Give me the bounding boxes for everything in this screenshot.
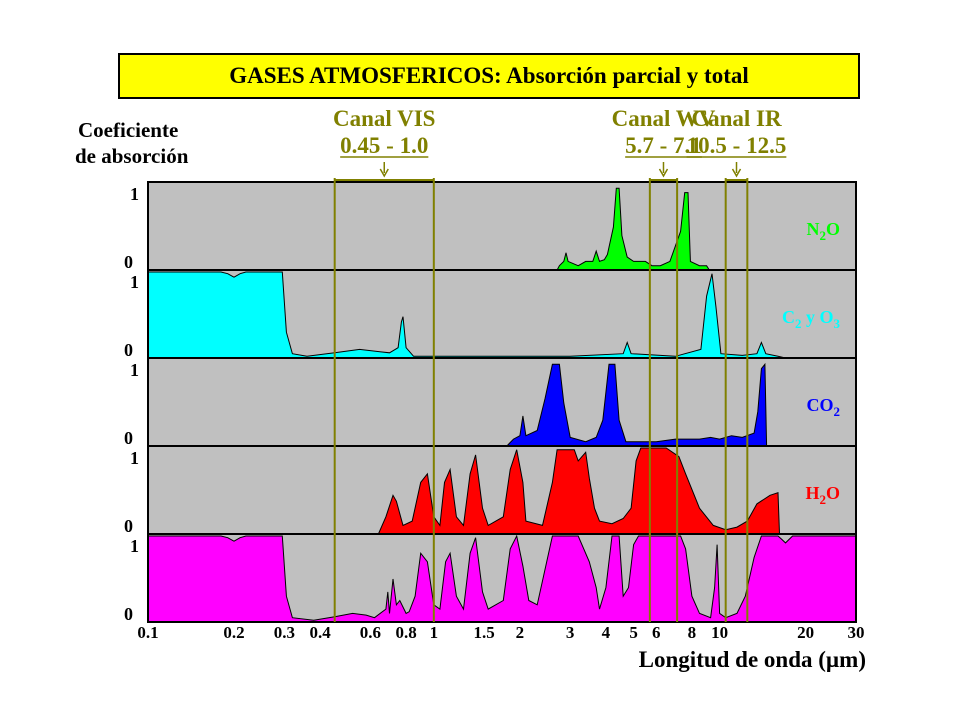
- channel-arrowhead-icon: [731, 168, 742, 178]
- x-tick-label: 10: [711, 623, 728, 642]
- channel-range: 10.5 - 12.5: [687, 133, 787, 158]
- x-tick-label: 0.3: [274, 623, 295, 642]
- channel-arrowhead-icon: [658, 168, 669, 178]
- channel-range: 0.45 - 1.0: [340, 133, 428, 158]
- y-tick-label-0: 0: [124, 428, 133, 448]
- x-tick-label: 2: [516, 623, 525, 642]
- x-axis-label: Longitud de onda (µm): [639, 647, 866, 672]
- ylabel-line2: de absorción: [75, 144, 189, 168]
- series-label: CO2: [807, 395, 841, 419]
- channel-canal-wv: Canal WV5.7 - 7.1: [612, 106, 716, 622]
- panel-background: [148, 182, 856, 270]
- series-label: Atmósfera: [780, 574, 852, 591]
- channel-arrowhead-icon: [379, 168, 389, 178]
- panel-no: 1 0 N2O: [124, 181, 857, 272]
- x-tick-label: 1.5: [474, 623, 495, 642]
- x-tick-label: 8: [688, 623, 697, 642]
- series-label: H2O: [805, 483, 840, 507]
- channel-name: Canal IR: [691, 106, 781, 131]
- x-tick-label: 5: [629, 623, 638, 642]
- y-tick-label-0: 0: [124, 516, 133, 536]
- series-label: C2 y O3: [782, 307, 841, 331]
- x-tick-label: 0.6: [360, 623, 381, 642]
- x-tick-label: 0.4: [309, 623, 331, 642]
- y-tick-label-1: 1: [130, 184, 139, 204]
- x-tick-label: 1: [430, 623, 439, 642]
- panel-c-y-o: 1 0 C2 y O3: [124, 269, 857, 360]
- y-tick-label-1: 1: [130, 272, 139, 292]
- panel-co: 1 0 CO2: [124, 357, 857, 448]
- channel-name: Canal VIS: [333, 106, 435, 131]
- x-ticks-group: 0.1 0.2 0.3 0.4 0.6 0.8 1 1.5 2 3 4 5 6 8 10 20 30: [137, 623, 864, 642]
- x-tick-label: 0.1: [137, 623, 158, 642]
- x-tick-label: 30: [848, 623, 865, 642]
- panel-ho: 1 0 H2O: [124, 445, 857, 536]
- absorption-area: [377, 447, 781, 535]
- y-tick-label-0: 0: [124, 340, 133, 360]
- absorption-area: [147, 271, 786, 359]
- y-tick-label-1: 1: [130, 360, 139, 380]
- x-tick-label: 0.8: [395, 623, 416, 642]
- x-tick-label: 6: [652, 623, 661, 642]
- x-tick-label: 0.2: [223, 623, 244, 642]
- x-tick-label: 20: [797, 623, 814, 642]
- channel-range: 5.7 - 7.1: [625, 133, 702, 158]
- x-tick-label: 4: [602, 623, 611, 642]
- panel-atmo-sfera: 1 0 Atmósfera: [124, 533, 857, 624]
- absorption-area: [147, 534, 857, 623]
- ylabel-line1: Coeficiente: [78, 118, 178, 142]
- panel-background: [148, 358, 856, 446]
- x-tick-label: 3: [566, 623, 575, 642]
- channel-name: Canal WV: [612, 106, 716, 131]
- y-tick-label-1: 1: [130, 536, 139, 556]
- chart-title: GASES ATMOSFERICOS: Absorción parcial y …: [118, 53, 860, 99]
- absorption-area: [461, 362, 768, 447]
- absorption-area: [556, 187, 711, 271]
- y-tick-label-0: 0: [124, 252, 133, 272]
- y-tick-label-0: 0: [124, 604, 133, 624]
- series-label: N2O: [806, 219, 840, 243]
- y-tick-label-1: 1: [130, 448, 139, 468]
